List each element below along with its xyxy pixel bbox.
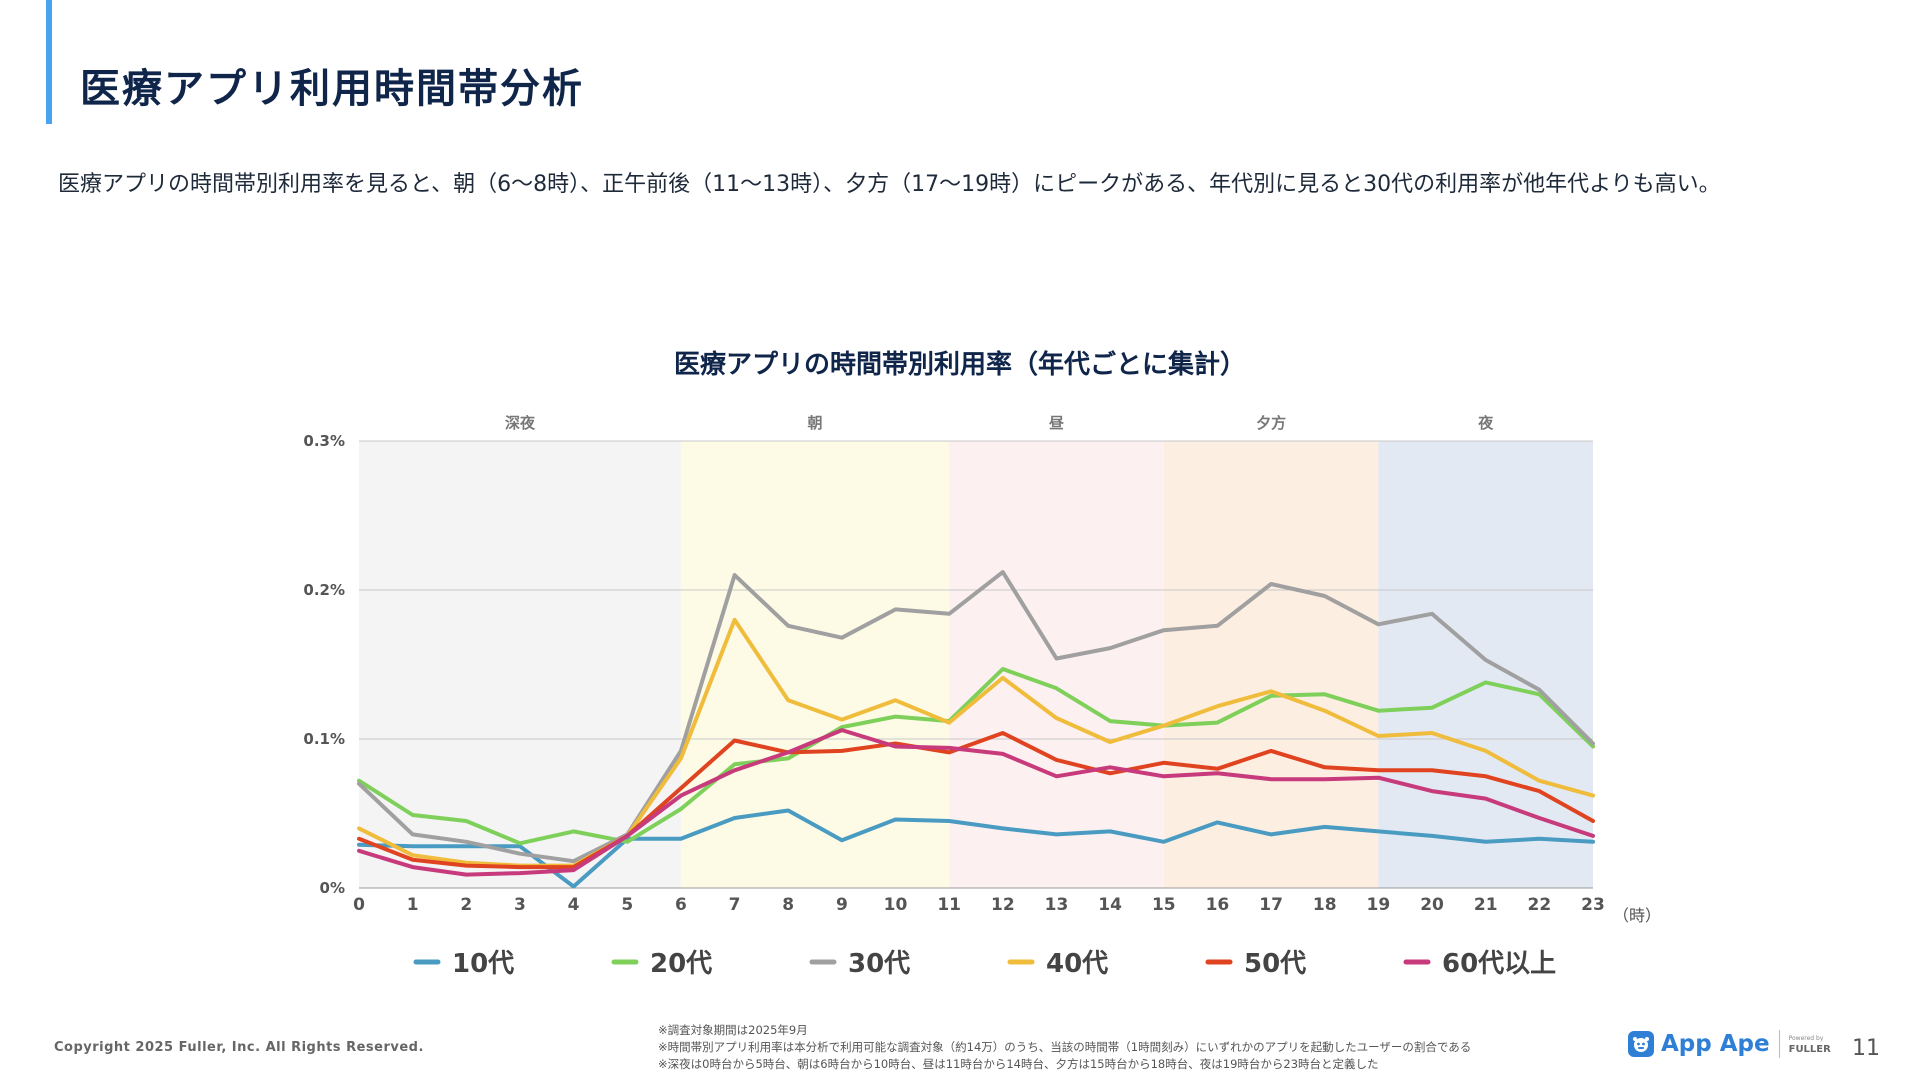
x-axis-unit-label: （時）: [1613, 906, 1661, 925]
legend-label: 60代以上: [1442, 949, 1556, 979]
x-tick-label: 19: [1367, 895, 1391, 915]
app-ape-mark-icon: [1628, 1031, 1654, 1057]
legend-label: 10代: [452, 949, 514, 979]
y-tick-label: 0.1%: [303, 730, 345, 748]
time-band: [1163, 441, 1379, 888]
x-tick-label: 5: [621, 895, 633, 915]
legend-label: 20代: [650, 949, 712, 979]
x-tick-label: 7: [729, 895, 741, 915]
x-tick-label: 3: [514, 895, 526, 915]
time-band: [1378, 441, 1593, 888]
legend-label: 50代: [1244, 949, 1306, 979]
legend-label: 40代: [1046, 949, 1108, 979]
logo-text: App Ape: [1661, 1031, 1770, 1057]
footnote: ※調査対象期間は2025年9月: [658, 1023, 808, 1037]
y-tick-label: 0.3%: [303, 432, 345, 450]
y-tick-label: 0%: [320, 879, 345, 897]
x-tick-label: 10: [884, 895, 908, 915]
y-tick-label: 0.2%: [303, 581, 345, 599]
time-band-label: 夕方: [1256, 414, 1286, 432]
x-tick-label: 12: [991, 895, 1015, 915]
series-line: [357, 731, 1595, 870]
time-band: [949, 441, 1164, 888]
time-band: [359, 441, 681, 888]
page-number: 11: [1852, 1036, 1880, 1061]
x-tick-label: 13: [1045, 895, 1069, 915]
x-tick-label: 6: [675, 895, 687, 915]
x-tick-label: 14: [1098, 895, 1122, 915]
summary-text: 医療アプリの時間帯別利用率を見ると、朝（6～8時）、正午前後（11～13時）、夕…: [58, 172, 1721, 197]
time-band-label: 夜: [1477, 414, 1494, 432]
x-tick-label: 1: [407, 895, 419, 915]
x-tick-label: 22: [1528, 895, 1552, 915]
x-tick-label: 2: [460, 895, 472, 915]
x-tick-label: 21: [1474, 895, 1498, 915]
app-ape-logo: App Ape Powered by FULLER: [1628, 1030, 1831, 1058]
x-tick-label: 15: [1152, 895, 1176, 915]
footnotes: ※調査対象期間は2025年9月 ※時間帯別アプリ利用率は本分析で利用可能な調査対…: [658, 1022, 1471, 1073]
powered-by: Powered by FULLER: [1789, 1033, 1831, 1055]
title-accent-bar: [46, 0, 52, 124]
x-tick-label: 18: [1313, 895, 1337, 915]
time-band-label: 朝: [808, 414, 823, 432]
fuller-logo-text: FULLER: [1788, 1044, 1831, 1055]
x-tick-label: 9: [836, 895, 848, 915]
x-tick-label: 11: [937, 895, 961, 915]
series-line: [357, 667, 1595, 846]
series-line: [357, 728, 1595, 877]
x-tick-label: 0: [353, 895, 365, 915]
time-band-label: 深夜: [505, 414, 536, 432]
footnote: ※深夜は0時台から5時台、朝は6時台から10時台、昼は11時台から14時台、夕方…: [658, 1057, 1379, 1071]
x-tick-label: 20: [1420, 895, 1444, 915]
logo-divider: [1778, 1030, 1780, 1058]
line-chart: 深夜朝昼夕方 夜0%0.1%0.2%0.3%0 1 2 3 4 5 6 7 8 9 10 11 12 13 1…: [303, 414, 1661, 979]
time-band-label: 昼: [1049, 414, 1064, 432]
series-line: [357, 570, 1595, 864]
legend-label: 30代: [848, 949, 910, 979]
footnote: ※時間帯別アプリ利用率は本分析で利用可能な調査対象（約14万）のうち、当該の時間…: [658, 1040, 1472, 1054]
copyright: Copyright 2025 Fuller, Inc. All Rights R…: [54, 1040, 424, 1055]
x-tick-label: 8: [782, 895, 794, 915]
chart-title: 医療アプリの時間帯別利用率（年代ごとに集計）: [673, 350, 1246, 380]
page-title: 医療アプリ利用時間帯分析: [80, 66, 584, 112]
series-line: [357, 808, 1595, 889]
x-tick-label: 17: [1259, 895, 1283, 915]
x-tick-label: 4: [568, 895, 580, 915]
powered-by-label: Powered by: [1788, 1035, 1824, 1042]
x-tick-label: 16: [1206, 895, 1230, 915]
time-band: [680, 441, 950, 888]
x-tick-label: 23: [1581, 895, 1605, 915]
